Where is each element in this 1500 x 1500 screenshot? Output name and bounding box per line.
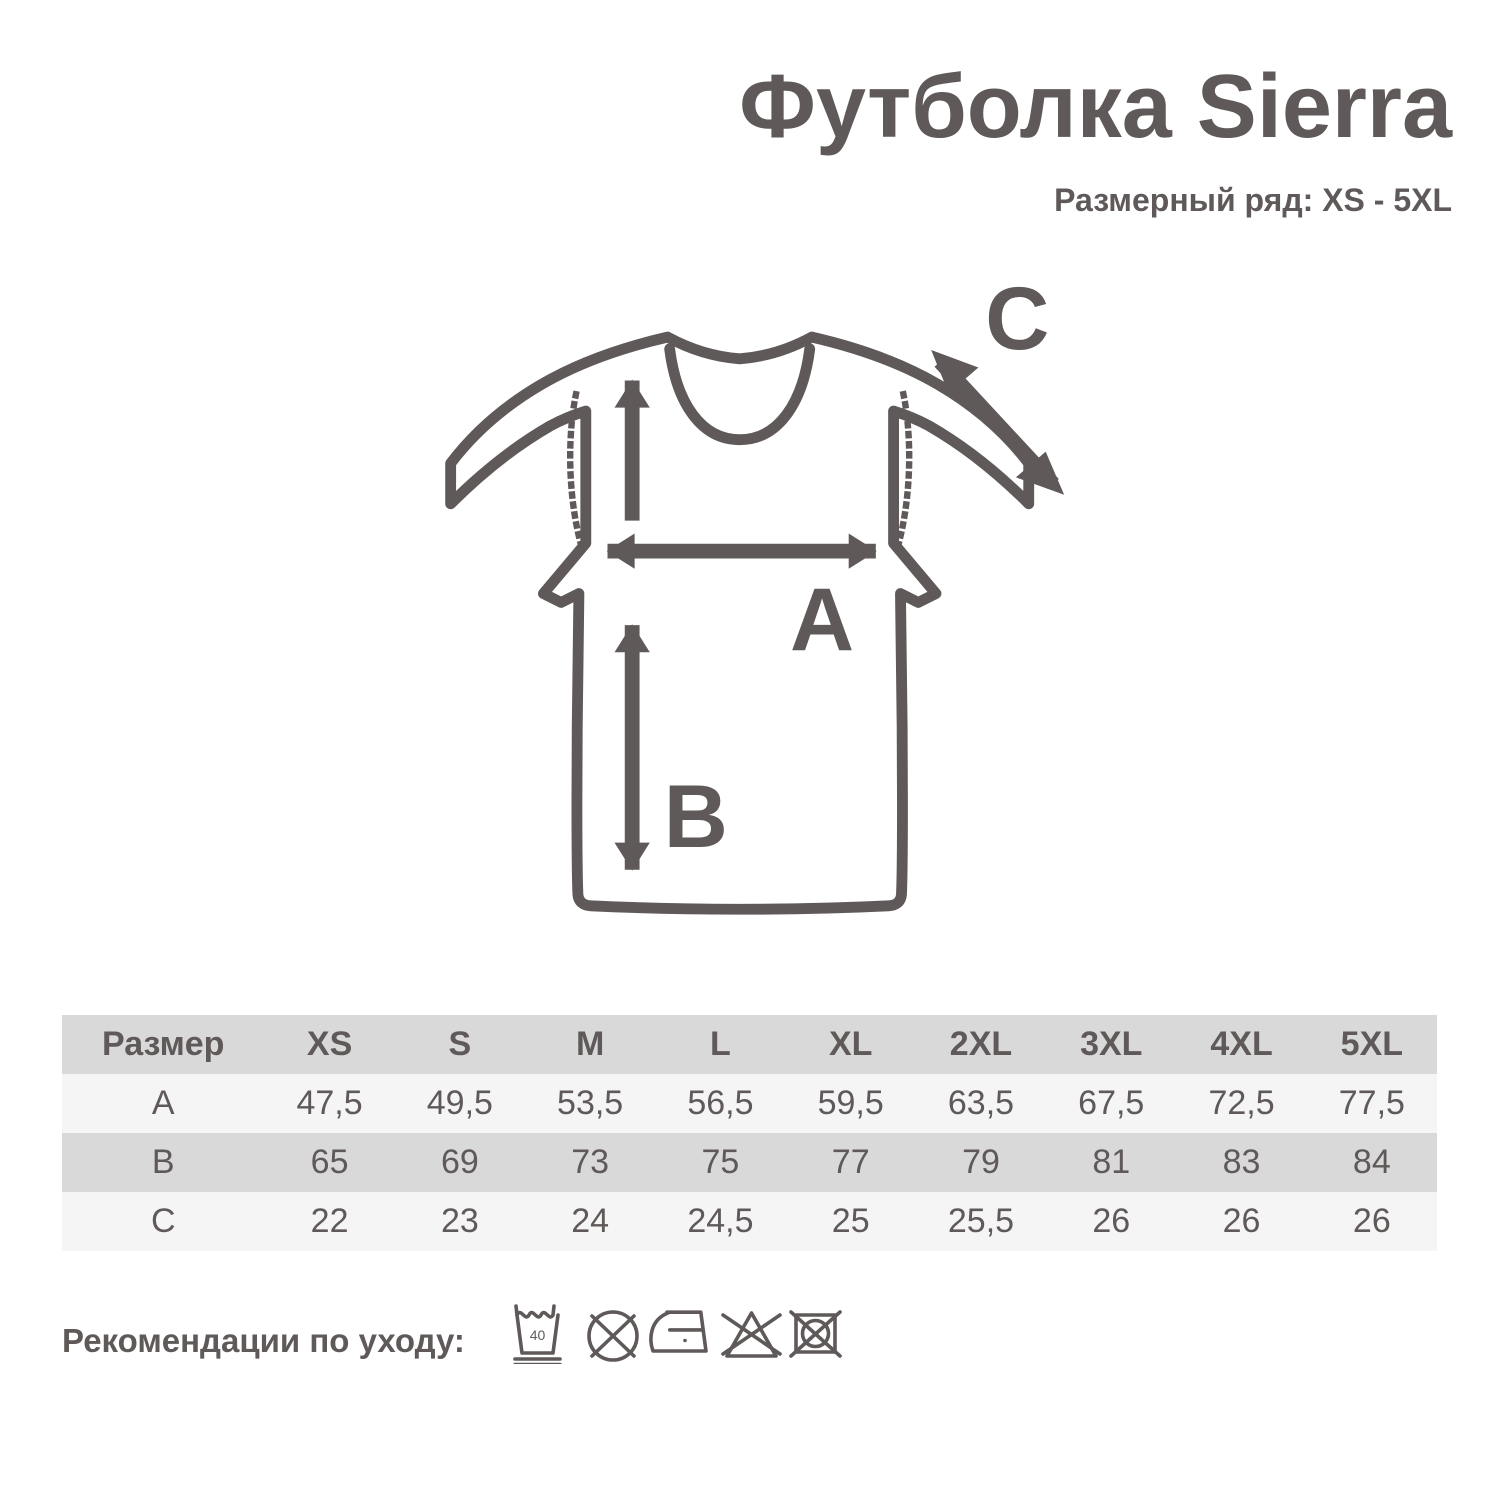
- svg-text:B: B: [664, 767, 728, 866]
- svg-text:40: 40: [530, 1327, 546, 1343]
- svg-text:C: C: [985, 270, 1049, 368]
- svg-text:A: A: [790, 570, 854, 669]
